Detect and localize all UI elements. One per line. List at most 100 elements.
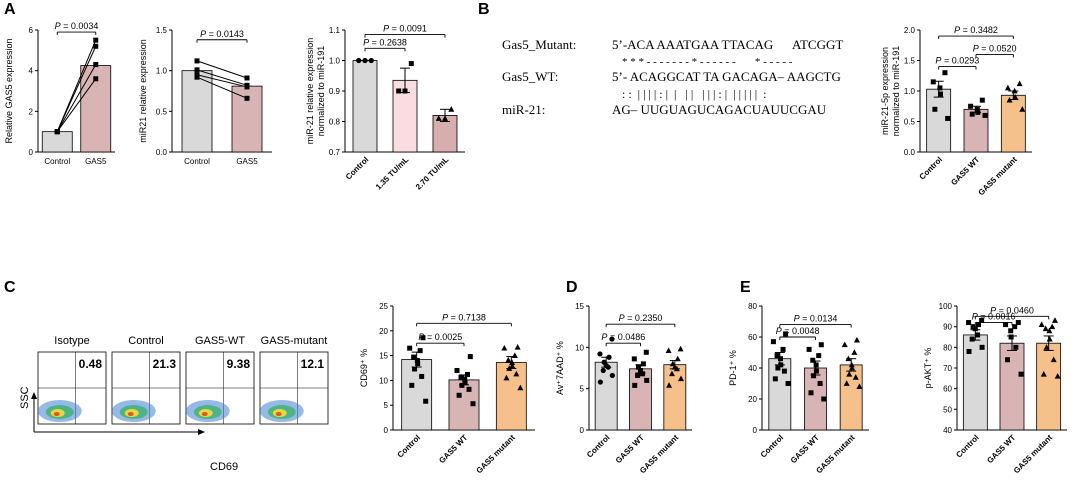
seq-mismatch-marks: * * * - - - - - - - * - - - - - - * - - …	[622, 56, 793, 68]
p-letter: P	[935, 56, 941, 66]
data-point	[517, 384, 524, 391]
category-label: Control	[184, 157, 210, 166]
p-letter: P	[972, 312, 978, 322]
p-letter: P	[954, 25, 960, 35]
category-label: GAS5 mutant	[475, 433, 517, 475]
data-point	[816, 353, 822, 359]
flow-cytometry-panels: SSC CD69 Isotype 0.48 Control 21.3 GAS5-WT 9.…	[19, 335, 329, 473]
data-point	[1019, 106, 1026, 112]
y-tick-label: 0.0	[904, 148, 916, 157]
data-point	[1013, 344, 1019, 350]
data-point	[813, 362, 819, 368]
flow-panel-4: GAS5-mutant 12.1	[259, 335, 329, 425]
y-tick-label: 60	[943, 385, 952, 394]
data-point	[643, 349, 649, 355]
data-point	[414, 358, 420, 364]
data-point	[777, 356, 783, 362]
data-point	[456, 392, 462, 398]
flow-percent-value: 12.1	[301, 357, 325, 371]
data-point	[945, 115, 951, 121]
y-tick-label: 0	[753, 426, 758, 435]
data-point	[975, 332, 981, 338]
y-tick-label: 50	[943, 405, 952, 414]
data-point	[1050, 356, 1057, 363]
y-axis-label-line2: normalized to miR-191	[891, 46, 901, 137]
data-point	[411, 354, 417, 360]
y-tick-label: 1.5	[156, 26, 168, 35]
y-tick-label: 20	[379, 327, 388, 336]
bar	[663, 364, 687, 431]
data-point	[817, 381, 823, 386]
y-axis-label: p-AKT⁺ %	[923, 348, 933, 389]
data-point	[423, 398, 429, 404]
p-value: = 0.0025	[424, 332, 462, 342]
data-point	[1018, 371, 1024, 377]
flow-panel-1: Isotype 0.48	[37, 335, 107, 425]
data-point	[448, 106, 455, 112]
p-value: = 0.0143	[206, 29, 244, 39]
bar	[1000, 94, 1026, 153]
data-point	[462, 376, 468, 382]
seq-mir21: AG– UUGUAGUCAGACUAUUCGAU	[612, 102, 827, 117]
data-point	[806, 346, 812, 352]
flow-y-arrowhead	[31, 392, 37, 399]
category-label: GAS5 mutant	[977, 155, 1019, 197]
panel-label-d: D	[566, 279, 578, 296]
y-tick-label: 60	[748, 333, 757, 342]
category-label: Control	[396, 433, 422, 459]
data-point	[609, 336, 615, 342]
p-value: = 0.0293	[941, 56, 979, 66]
p-value-label: P = 0.0034	[55, 21, 99, 31]
data-point	[1038, 321, 1045, 327]
category-label: Control	[918, 155, 944, 181]
p-letter: P	[442, 312, 448, 322]
panel-label-b: B	[478, 1, 490, 18]
category-label: Control	[759, 433, 785, 459]
paired-line	[56, 78, 97, 132]
data-point	[673, 365, 680, 372]
paired-line	[196, 69, 248, 86]
bar	[926, 88, 952, 153]
category-label: GAS5 mutant	[814, 433, 856, 475]
data-point	[1046, 327, 1053, 334]
y-tick-label: 0.7	[329, 148, 341, 157]
p-value-label: P = 0.0025	[418, 332, 462, 342]
data-point	[775, 365, 781, 371]
y-tick-label: 80	[943, 343, 952, 352]
p-letter: P	[55, 21, 61, 31]
density-peak	[127, 412, 134, 417]
y-tick-label: 15	[379, 352, 388, 361]
data-point	[396, 88, 402, 94]
data-point	[975, 109, 981, 115]
p-value: = 0.0091	[389, 24, 427, 34]
data-point	[1008, 328, 1014, 334]
category-label: Control	[344, 155, 370, 181]
data-point	[849, 364, 856, 371]
data-point	[937, 85, 943, 91]
data-point	[511, 352, 518, 358]
data-point	[1051, 317, 1058, 323]
data-point	[462, 379, 468, 385]
p-value-label: P = 0.0460	[990, 305, 1034, 315]
data-point	[966, 320, 972, 326]
y-tick-label: 2.0	[904, 26, 916, 35]
data-point	[644, 377, 650, 383]
y-tick-label: 0	[580, 426, 585, 435]
p-value: = 0.0048	[782, 326, 820, 336]
p-letter: P	[990, 305, 996, 315]
bar	[495, 362, 527, 431]
data-point	[975, 322, 981, 328]
panel-label-e: E	[740, 279, 751, 296]
data-point	[851, 349, 858, 355]
seq-name-mir21: miR-21:	[502, 102, 545, 117]
category-label: 1.35 TU/mL	[374, 155, 411, 192]
data-point	[419, 373, 425, 379]
data-point	[244, 95, 250, 101]
data-point	[811, 373, 817, 379]
y-tick-label: 40	[943, 426, 952, 435]
p-letter: P	[776, 326, 782, 336]
data-point	[846, 371, 853, 377]
data-point	[509, 362, 516, 369]
p-letter: P	[619, 313, 625, 323]
